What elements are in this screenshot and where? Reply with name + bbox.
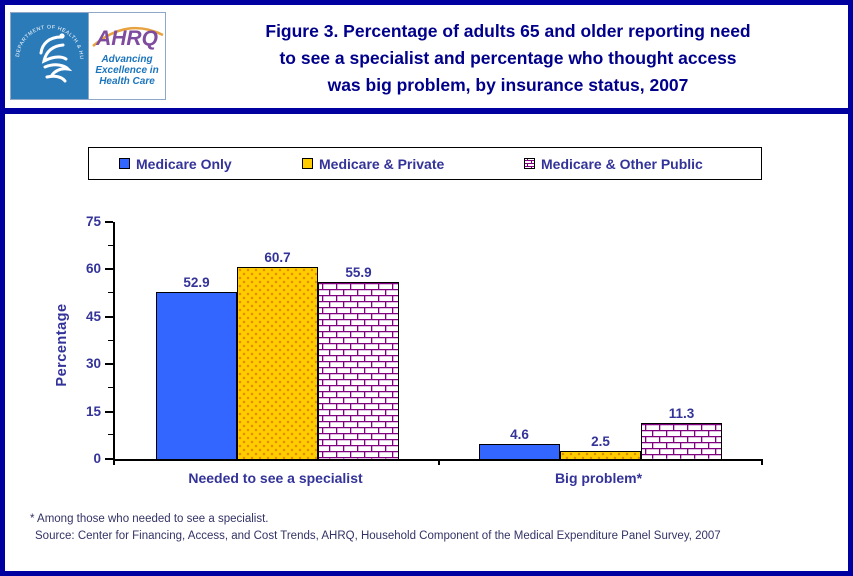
title-line-1: Figure 3. Percentage of adults 65 and ol…: [265, 21, 751, 41]
bar-value-label: 52.9: [183, 274, 210, 290]
y-tick-60: [105, 268, 113, 271]
y-tick-30: [105, 363, 113, 366]
legend-label: Medicare Only: [136, 155, 232, 172]
plot-area: 0 15 30 45 60 75 52.9 60.7 55.9: [86, 214, 763, 466]
bar-medicare-only: 52.9: [156, 222, 237, 459]
y-minor-tick: [108, 292, 113, 294]
legend-label: Medicare & Private: [319, 155, 445, 172]
bar-yellow: [237, 267, 318, 459]
hhs-seal-icon: DEPARTMENT OF HEALTH & HUMAN SERVICES • …: [11, 13, 88, 99]
bar-yellow: [560, 451, 641, 459]
bar-value-label: 4.6: [510, 427, 529, 443]
bar-medicare-other-public: 55.9: [318, 222, 399, 459]
y-minor-tick: [108, 339, 113, 341]
y-tick-label: 30: [85, 356, 101, 372]
x-tick-middle: [437, 459, 440, 465]
ahrq-tagline: Advancing Excellence in Health Care: [95, 54, 159, 87]
y-tick-label: 75: [85, 214, 101, 229]
category-label-needed-specialist: Needed to see a specialist: [188, 470, 363, 486]
bar-blue: [479, 444, 560, 459]
y-minor-tick: [108, 386, 113, 388]
legend-swatch-blue: [119, 158, 130, 169]
category-label-big-problem: Big problem*: [554, 470, 643, 486]
bar-value-label: 2.5: [591, 434, 610, 450]
x-tick-left: [113, 459, 115, 465]
y-axis-title: Percentage: [54, 303, 70, 387]
agency-logo: DEPARTMENT OF HEALTH & HUMAN SERVICES • …: [10, 12, 166, 100]
bar-value-label: 11.3: [668, 406, 695, 422]
chart-legend: Medicare Only Medicare & Private Medicar…: [88, 147, 762, 180]
footnotes: * Among those who needed to see a specia…: [30, 511, 721, 545]
legend-item-medicare-other-public: Medicare & Other Public: [524, 148, 703, 179]
y-tick-label: 15: [85, 403, 101, 419]
y-tick-label: 60: [85, 261, 101, 277]
bar-brick: [318, 282, 399, 459]
bar-group-big-problem: 4.6 2.5 11.3: [479, 222, 722, 459]
header-divider: [0, 108, 853, 114]
footnote-source: Source: Center for Financing, Access, an…: [35, 530, 721, 542]
bar-group-needed-specialist: 52.9 60.7 55.9: [156, 222, 399, 459]
footnote-asterisk: * Among those who needed to see a specia…: [30, 513, 269, 525]
y-minor-tick: [108, 434, 113, 436]
legend-swatch-brick: [524, 158, 535, 169]
ahrq-logo: AHRQ Advancing Excellence in Health Care: [88, 13, 165, 99]
y-tick-label: 0: [93, 451, 101, 466]
bar-medicare-only: 4.6: [479, 222, 560, 459]
legend-item-medicare-only: Medicare Only: [119, 148, 232, 179]
ahrq-arc-icon: [92, 26, 164, 47]
y-tick-75: [105, 221, 113, 223]
bar-brick: [641, 423, 722, 459]
bar-medicare-private: 60.7: [237, 222, 318, 459]
legend-swatch-yellow: [302, 158, 313, 169]
y-tick-0: [105, 458, 113, 460]
title-line-3: was big problem, by insurance status, 20…: [327, 75, 689, 95]
y-tick-label: 45: [85, 308, 101, 324]
bar-medicare-private: 2.5: [560, 222, 641, 459]
bar-medicare-other-public: 11.3: [641, 222, 722, 459]
figure-title: Figure 3. Percentage of adults 65 and ol…: [176, 18, 840, 99]
bar-value-label: 55.9: [345, 265, 372, 281]
x-tick-right: [761, 459, 763, 465]
y-tick-15: [105, 410, 113, 413]
legend-label: Medicare & Other Public: [541, 155, 703, 172]
bar-value-label: 60.7: [264, 250, 291, 266]
bar-blue: [156, 291, 237, 459]
y-tick-45: [105, 315, 113, 318]
title-line-2: to see a specialist and percentage who t…: [279, 48, 737, 68]
legend-item-medicare-private: Medicare & Private: [302, 148, 444, 179]
ahrq-acronym: AHRQ: [96, 27, 158, 50]
y-minor-tick: [108, 244, 113, 246]
